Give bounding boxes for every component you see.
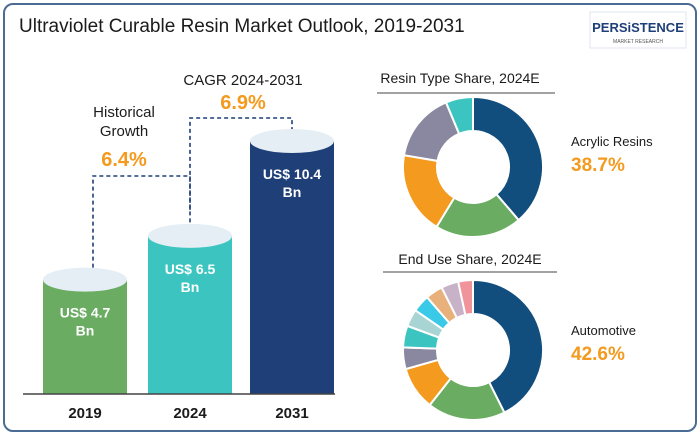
acrylic-resins-share-value: 38.7% (571, 155, 625, 176)
bar-top-cap (148, 223, 232, 248)
cagr-value: 6.9% (220, 92, 266, 114)
persistence-logo: PERSiSTENCE MARKET RESEARCH (589, 11, 687, 49)
cagr-label: CAGR 2024-2031 (183, 72, 302, 89)
bar-value-label: Bn (283, 184, 302, 200)
bar-value-label: Bn (76, 323, 95, 339)
infographic-canvas: Ultraviolet Curable Resin Market Outlook… (19, 11, 687, 422)
end-use-donut (402, 278, 544, 421)
bar-body (250, 141, 334, 394)
automotive-label: Automotive (571, 323, 636, 338)
bar-value-label: Bn (181, 279, 200, 295)
donut-slice (472, 278, 544, 414)
donut-slice (472, 95, 544, 222)
bar-2024: US$ 6.5 Bn (148, 223, 232, 394)
historical-growth-label: Historical (93, 104, 155, 121)
logo-main-text: PERSiSTENCE (592, 20, 684, 35)
bar-2031: US$ 10.4 Bn (250, 129, 334, 394)
donut-slice (444, 95, 474, 136)
automotive-share-value: 42.6% (571, 344, 625, 365)
bar-value-label: US$ 4.7 (60, 305, 111, 321)
resin-type-share-title: Resin Type Share, 2024E (380, 70, 539, 86)
cagr-connector (189, 117, 293, 210)
bar-value-label: US$ 6.5 (165, 261, 216, 277)
x-tick-label: 2024 (173, 405, 207, 422)
growth-annotations: Historical Growth 6.4% CAGR 2024-2031 6.9% (92, 72, 303, 268)
bar-value-label: US$ 10.4 (263, 166, 322, 182)
bar-2019: US$ 4.7 Bn (43, 267, 127, 394)
bar-body (148, 235, 232, 394)
end-use-share-title: End Use Share, 2024E (398, 251, 541, 267)
market-size-bar-chart: US$ 4.7 Bn US$ 6.5 Bn US$ 10.4 Bn (43, 129, 334, 394)
historical-growth-value: 6.4% (101, 149, 147, 171)
infographic-frame: Ultraviolet Curable Resin Market Outlook… (3, 3, 697, 432)
resin-type-donut (402, 95, 544, 238)
donut-slice (456, 278, 474, 317)
bar-top-cap (250, 129, 334, 153)
bar-body (43, 279, 127, 394)
x-tick-label: 2019 (68, 405, 101, 422)
x-axis-tick-labels: 2019 2024 2031 (68, 405, 308, 422)
acrylic-resins-label: Acrylic Resins (571, 134, 653, 149)
x-tick-label: 2031 (275, 405, 308, 422)
page-title: Ultraviolet Curable Resin Market Outlook… (19, 16, 465, 37)
historical-growth-label: Growth (100, 123, 148, 140)
bar-top-cap (43, 267, 127, 292)
logo-sub-text: MARKET RESEARCH (613, 39, 663, 45)
